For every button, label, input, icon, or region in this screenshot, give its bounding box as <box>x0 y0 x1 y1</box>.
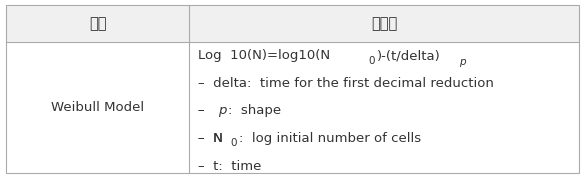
Text: )-(t/delta): )-(t/delta) <box>377 49 441 62</box>
Text: :  shape: : shape <box>228 104 281 117</box>
Text: –  t:  time: – t: time <box>198 160 261 173</box>
Text: –  N: – N <box>198 132 223 145</box>
FancyBboxPatch shape <box>6 5 579 42</box>
Text: 계산식: 계산식 <box>371 16 397 31</box>
Text: –  N: – N <box>198 132 223 145</box>
Text: –: – <box>198 104 213 117</box>
Text: p: p <box>459 57 466 67</box>
Text: –  delta:  time for the first decimal reduction: – delta: time for the first decimal redu… <box>198 77 494 90</box>
Text: 0: 0 <box>230 138 237 148</box>
Text: 0: 0 <box>369 56 375 66</box>
Text: 분류: 분류 <box>89 16 106 31</box>
Text: :  log initial number of cells: : log initial number of cells <box>239 132 421 145</box>
Text: p: p <box>218 104 226 117</box>
Text: Log  10(N)=log10(N: Log 10(N)=log10(N <box>198 49 330 62</box>
Text: Weibull Model: Weibull Model <box>51 101 144 114</box>
Text: –: – <box>198 104 213 117</box>
